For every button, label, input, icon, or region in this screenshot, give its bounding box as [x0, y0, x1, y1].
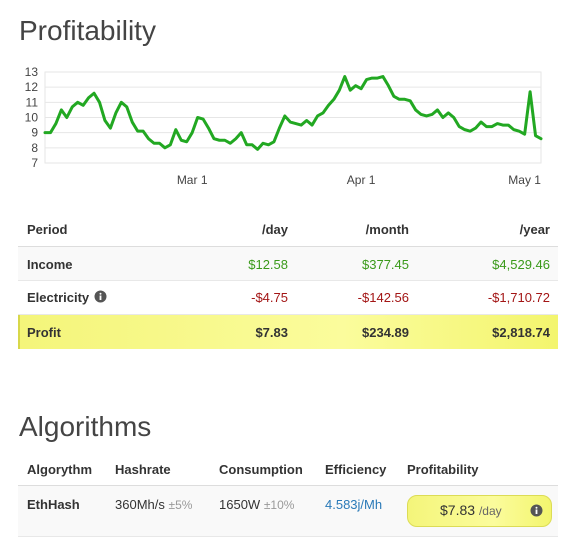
profitability-value: $7.83 [440, 502, 476, 518]
profitability-unit: /day [478, 504, 502, 518]
table-header: Period [27, 222, 68, 237]
cell: $234.89 [362, 325, 409, 340]
line [43, 75, 543, 151]
row-label: Electricity [27, 290, 90, 305]
info-icon[interactable] [94, 290, 107, 303]
y-tick-label: 12 [25, 80, 39, 94]
table-header: /day [261, 222, 288, 237]
y-tick-label: 9 [31, 126, 38, 140]
cell: $12.58 [248, 257, 288, 272]
table-header: /year [519, 222, 550, 237]
cell: $7.83 [255, 325, 288, 340]
table-header: Profitability [407, 462, 479, 477]
header-border [18, 246, 558, 247]
y-tick-label: 10 [25, 111, 39, 125]
cell: $4,529.46 [492, 257, 550, 272]
y-tick-label: 8 [31, 141, 38, 155]
efficiency: 4.583j/Mh [325, 497, 383, 512]
cell: -$142.56 [357, 290, 409, 305]
table-header: Efficiency [325, 462, 387, 477]
algorithm-name: EthHash [27, 497, 80, 512]
x-tick-label: Mar 1 [177, 173, 208, 187]
table-header: Consumption [219, 462, 303, 477]
x-tick-label: May 1 [508, 173, 541, 187]
consumption-tolerance: ±10% [263, 498, 295, 512]
info-icon[interactable] [530, 504, 543, 517]
cell: -$1,710.72 [487, 290, 550, 305]
profit-row-bg [18, 315, 558, 349]
table-header: Algorythm [27, 462, 92, 477]
section-title: Profitability [19, 15, 156, 46]
table-header: /month [365, 222, 409, 237]
section-title: Algorithms [19, 411, 152, 442]
hashrate-tolerance: ±5% [168, 498, 193, 512]
profitability: $7.83 /day [440, 502, 502, 518]
hashrate: 360Mh/s ±5% [115, 497, 192, 512]
y-tick-label: 7 [31, 156, 38, 170]
cell: $377.45 [362, 257, 409, 272]
table-header: Hashrate [115, 462, 171, 477]
y-tick-label: 13 [25, 65, 39, 79]
profitability-pill [407, 495, 552, 527]
row-bg [18, 281, 558, 315]
row-label: Profit [27, 325, 61, 340]
consumption: 1650W ±10% [219, 497, 294, 512]
cell: $2,818.74 [492, 325, 550, 340]
hashrate-value: 360Mh/s [115, 497, 165, 512]
y-tick-label: 11 [26, 95, 39, 109]
x-tick-label: Apr 1 [347, 173, 376, 187]
row-bg [18, 247, 558, 281]
cell: -$4.75 [251, 290, 288, 305]
consumption-value: 1650W [219, 497, 261, 512]
row-label: Income [27, 257, 73, 272]
header-border [18, 485, 558, 486]
